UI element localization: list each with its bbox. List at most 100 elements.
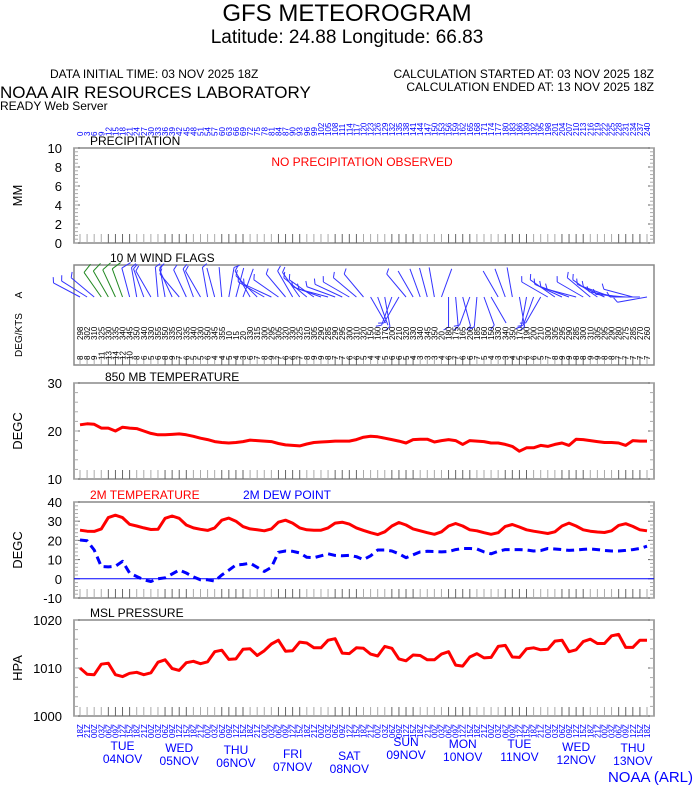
forecast-hour-label: 123	[367, 122, 376, 136]
wind-barb-staff	[306, 286, 336, 298]
forecast-hour-label: 216	[586, 122, 595, 136]
wind-direction-label: 350	[161, 326, 170, 340]
wind-speed-label: 4	[232, 355, 241, 360]
hour-label: 03Z	[324, 724, 333, 738]
hour-label: 15Z	[409, 724, 418, 738]
forecast-hour-label: 147	[423, 122, 432, 136]
wind-barb-flag	[277, 265, 281, 272]
day-of-week-label: TUE	[507, 737, 531, 751]
wind-barb-staff	[121, 267, 131, 298]
dewpoint-line	[79, 538, 648, 583]
wind-speed-label: 4	[437, 355, 446, 360]
wind-direction-label: 285	[324, 326, 333, 340]
y-tick-label: 20	[48, 533, 62, 548]
wind-speed-label: 6	[154, 355, 163, 360]
hour-label: 12Z	[459, 724, 468, 738]
hour-label: 09Z	[452, 724, 461, 738]
wind-direction-label: 290	[331, 326, 340, 340]
forecast-hour-label: 78	[260, 127, 269, 136]
wind-barb-staff	[265, 273, 286, 298]
forecast-hour-label: 177	[494, 122, 503, 136]
hour-label: 15Z	[352, 724, 361, 738]
hour-label: 06Z	[388, 724, 397, 738]
hour-label: 15Z	[636, 724, 645, 738]
wind-barb-staff	[292, 286, 322, 298]
date-label: 04NOV	[103, 752, 142, 766]
wind-barb-flag	[566, 271, 569, 278]
wind-barb-flag	[453, 324, 460, 327]
day-of-week-label: FRI	[283, 747, 302, 761]
wind-barb-flag	[297, 283, 300, 290]
wind-direction-label: 300	[260, 326, 269, 340]
wind-speed-label: 3	[239, 355, 248, 360]
wind-direction-label: 270	[636, 326, 645, 340]
forecast-hour-label: 186	[515, 122, 524, 136]
hour-label: 06Z	[331, 724, 340, 738]
wind-direction-label: 345	[126, 326, 135, 340]
legend-2m-temperature: 2M TEMPERATURE	[90, 488, 200, 502]
forecast-hour-label: 87	[282, 127, 291, 136]
wind-barb-flag	[606, 291, 611, 298]
forecast-hour-label: 180	[501, 122, 510, 136]
forecast-hour-label: 138	[402, 122, 411, 136]
hour-label: 06Z	[445, 724, 454, 738]
wind-barb-flag	[443, 326, 449, 331]
wind-direction-label: 185	[473, 326, 482, 340]
wind-barb-flag	[517, 324, 524, 327]
calc-ended: CALCULATION ENDED AT: 13 NOV 2025 18Z	[406, 80, 654, 94]
wind-direction-label: 330	[246, 326, 255, 340]
wind-speed-label: 9	[168, 355, 177, 360]
wind-direction-label: 170	[381, 326, 390, 340]
forecast-hour-label: 213	[579, 122, 588, 136]
wind-barb-staff	[377, 296, 389, 326]
wind-barb-staff	[289, 279, 315, 298]
forecast-hour-label: 150	[430, 122, 439, 136]
forecast-hour-label: 66	[232, 127, 241, 136]
forecast-hour-label: 237	[636, 122, 645, 136]
hour-label: 21Z	[253, 724, 262, 738]
hour-label: 12Z	[345, 724, 354, 738]
forecast-hour-label: 183	[508, 122, 517, 136]
hour-label: 06Z	[501, 724, 510, 738]
wind-barb-staff	[111, 268, 123, 298]
wind-barb-flag	[243, 278, 245, 285]
wind-barb-flag	[490, 324, 495, 331]
wind-barb-flag	[332, 271, 335, 278]
wind-direction-label: 330	[147, 326, 156, 340]
wind-barb-staff	[323, 281, 350, 298]
wind-barb-staff	[521, 281, 549, 298]
forecast-hour-label: 240	[643, 122, 652, 136]
legend-2m-dew-point: 2M DEW POINT	[243, 488, 332, 502]
hour-label: 21Z	[367, 724, 376, 738]
org-name: NOAA AIR RESOURCES LABORATORY	[0, 83, 311, 102]
wind-speed-label: 9	[565, 355, 574, 360]
wind-barb-staff	[483, 296, 495, 326]
wind-speed-label: 3	[501, 355, 510, 360]
wind-barb-staff	[440, 268, 453, 298]
forecast-hour-label: 234	[629, 122, 638, 136]
y-tick-label: 1020	[33, 613, 62, 628]
forecast-hour-label: 51	[196, 127, 205, 136]
hour-label: 12Z	[289, 724, 298, 738]
wind-speed-label: 8	[579, 355, 588, 360]
wind-barb-staff	[455, 296, 459, 327]
wind-direction-label: 330	[289, 326, 298, 340]
hour-label: 12Z	[515, 724, 524, 738]
wind-barb-flag	[385, 326, 391, 331]
hour-label: 21Z	[537, 724, 546, 738]
hour-label: 03Z	[551, 724, 560, 738]
wind-barb-staff	[419, 267, 428, 298]
hour-label: 00Z	[204, 724, 213, 738]
forecast-hour-label: 57	[211, 127, 220, 136]
forecast-hour-label: 204	[558, 122, 567, 136]
forecast-hour-label: 108	[331, 122, 340, 136]
wind-barb-staff	[92, 270, 109, 298]
wind-barb-flag	[533, 278, 536, 285]
wind-barb-staff	[520, 296, 528, 327]
date-label: 10NOV	[443, 750, 482, 764]
panel-frame	[73, 264, 655, 366]
wind-direction-label: 285	[629, 326, 638, 340]
wind-direction-label: 330	[409, 326, 418, 340]
wind-barb-flag	[592, 288, 597, 295]
